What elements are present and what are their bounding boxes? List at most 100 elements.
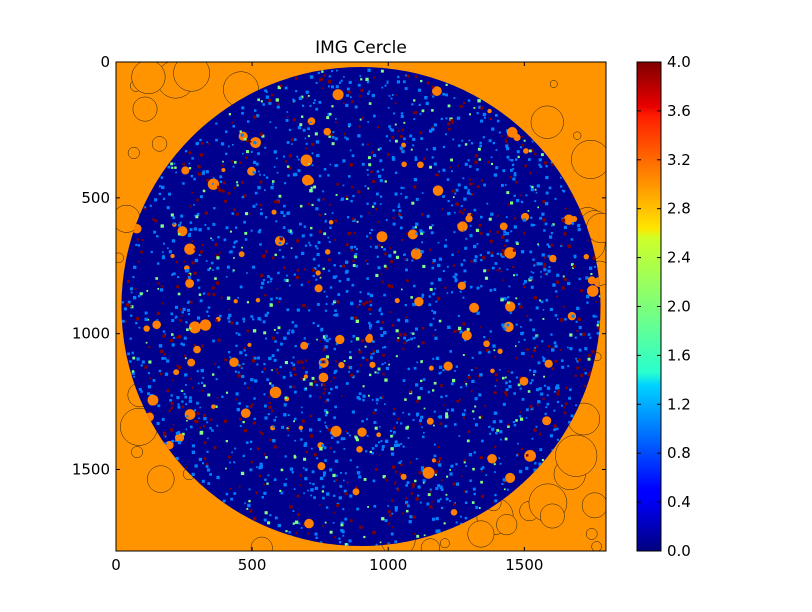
heatmap-cell	[368, 163, 372, 167]
heatmap-cell	[144, 317, 148, 322]
heatmap-cell	[392, 216, 395, 220]
heatmap-cell	[308, 163, 310, 165]
heatmap-cell	[170, 428, 174, 432]
heatmap-cell	[195, 215, 199, 219]
heatmap-cell	[326, 116, 330, 120]
heatmap-cell	[336, 503, 340, 507]
heatmap-cell	[299, 204, 303, 208]
heatmap-cell	[270, 280, 272, 283]
heatmap-cell	[160, 372, 163, 376]
heatmap-cell	[496, 429, 500, 432]
heatmap-cell	[271, 354, 275, 358]
heatmap-cell	[292, 363, 296, 367]
heatmap-cell	[426, 417, 434, 425]
heatmap-cell	[164, 442, 167, 445]
heatmap-cell	[127, 352, 130, 356]
heatmap-cell	[530, 148, 534, 152]
heatmap-cell	[275, 296, 278, 300]
heatmap-cell	[291, 143, 293, 145]
heatmap-cell	[160, 284, 163, 287]
heatmap-cell	[383, 264, 387, 268]
heatmap-cell	[410, 296, 413, 299]
heatmap-cell	[312, 274, 315, 278]
heatmap-cell	[551, 163, 554, 166]
heatmap-cell	[340, 79, 343, 82]
heatmap-cell	[161, 256, 165, 260]
heatmap-cell	[309, 189, 313, 193]
heatmap-cell	[283, 413, 287, 417]
heatmap-cell	[377, 220, 380, 223]
heatmap-cell	[267, 275, 270, 278]
heatmap-cell	[177, 276, 180, 279]
heatmap-cell	[413, 99, 416, 102]
heatmap-cell	[322, 383, 326, 387]
heatmap-cell	[255, 297, 261, 303]
heatmap-cell	[515, 198, 520, 203]
heatmap-cell	[521, 135, 524, 138]
heatmap-cell	[375, 398, 379, 402]
heatmap-cell	[197, 164, 201, 169]
heatmap-cell	[374, 371, 377, 374]
heatmap-cell	[170, 406, 174, 410]
heatmap-cell	[578, 348, 582, 352]
heatmap-cell	[315, 107, 319, 111]
heatmap-cell	[513, 217, 517, 220]
heatmap-cell	[529, 185, 532, 188]
heatmap-cell	[294, 324, 298, 328]
heatmap-cell	[247, 386, 250, 389]
heatmap-cell	[421, 426, 423, 429]
heatmap-cell	[394, 171, 398, 175]
heatmap-cell	[505, 216, 508, 218]
heatmap-cell	[358, 350, 362, 354]
heatmap-cell	[259, 462, 263, 467]
heatmap-cell	[438, 415, 443, 419]
heatmap-cell	[239, 285, 243, 289]
heatmap-cell	[379, 203, 382, 206]
heatmap-cell	[458, 210, 462, 213]
heatmap-cell	[487, 269, 490, 272]
heatmap-cell	[438, 170, 440, 173]
heatmap-cell	[572, 266, 574, 269]
heatmap-cell	[354, 105, 358, 109]
heatmap-cell	[556, 438, 559, 441]
heatmap-cell	[576, 359, 579, 363]
heatmap-cell	[414, 156, 417, 159]
heatmap-cell	[209, 427, 212, 430]
heatmap-cell	[274, 516, 278, 520]
heatmap-cell	[496, 252, 499, 256]
heatmap-cell	[569, 333, 573, 337]
heatmap-cell	[532, 278, 535, 281]
heatmap-cell	[184, 150, 188, 153]
heatmap-cell	[305, 387, 307, 390]
heatmap-cell	[533, 263, 536, 266]
heatmap-cell	[364, 345, 367, 348]
heatmap-cell	[349, 96, 352, 99]
heatmap-cell	[241, 180, 244, 184]
heatmap-cell	[400, 288, 403, 291]
heatmap-cell	[415, 412, 420, 416]
heatmap-cell	[513, 423, 517, 427]
heatmap-cell	[257, 230, 261, 234]
heatmap-cell	[266, 311, 270, 315]
heatmap-cell	[559, 185, 563, 188]
heatmap-cell	[420, 137, 424, 140]
heatmap-cell	[298, 522, 301, 525]
heatmap-cell	[170, 213, 174, 217]
heatmap-cell	[586, 285, 599, 297]
heatmap-cell	[171, 272, 175, 276]
heatmap-cell	[484, 276, 489, 280]
x-tick-label: 500	[238, 556, 267, 574]
heatmap-cell	[508, 384, 512, 389]
heatmap-cell	[374, 444, 378, 448]
heatmap-cell	[410, 148, 413, 151]
heatmap-cell	[129, 360, 132, 363]
heatmap-cell	[454, 276, 457, 279]
heatmap-cell	[417, 161, 424, 169]
heatmap-cell	[587, 357, 591, 361]
heatmap-cell	[393, 112, 396, 115]
heatmap-cell	[330, 380, 332, 383]
heatmap-cell	[181, 400, 184, 403]
heatmap-cell	[233, 242, 236, 245]
heatmap-cell	[257, 152, 260, 156]
heatmap-cell	[169, 339, 173, 342]
